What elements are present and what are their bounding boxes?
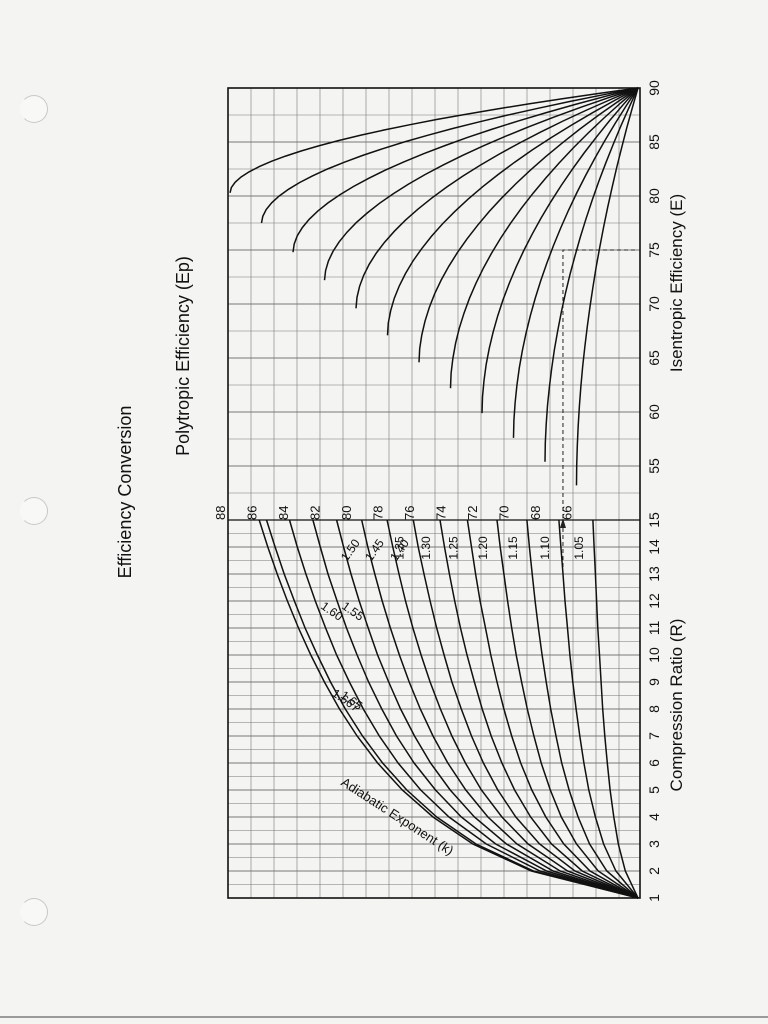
- polytropic-tick-label: 82: [308, 506, 323, 520]
- k-label-1.05: 1.05: [572, 536, 586, 560]
- k-curve-1.25: [466, 519, 639, 899]
- chart-title: Efficiency Conversion: [115, 406, 135, 579]
- polytropic-tick-label: 78: [371, 506, 386, 520]
- isentropic-tick-label: 70: [646, 296, 662, 312]
- polytropic-tick-label: 74: [434, 506, 449, 520]
- k-curve-1.05: [592, 519, 639, 899]
- polytropic-curve-70: [512, 87, 639, 438]
- polytropic-curve-82: [323, 87, 639, 281]
- compression-tick-label: 1: [646, 894, 662, 902]
- page-bottom-rule: [0, 1016, 768, 1018]
- polytropic-tick-label: 70: [497, 506, 512, 520]
- polytropic-curve-66: [575, 87, 639, 486]
- k-curve-1.35: [412, 519, 639, 899]
- polytropic-curve-84: [292, 87, 639, 253]
- compression-tick-label: 3: [646, 840, 662, 848]
- polytropic-curve-68: [544, 87, 639, 462]
- k-curve-1.50: [335, 519, 639, 899]
- xlabel-compression-ratio: Compression Ratio (R): [667, 619, 686, 792]
- isentropic-tick-label: 85: [646, 134, 662, 150]
- compression-tick-label: 11: [646, 621, 662, 636]
- isentropic-tick-label: 60: [646, 404, 662, 420]
- k-curve-1.40: [386, 519, 639, 899]
- compression-tick-label: 6: [646, 759, 662, 767]
- example-path: [559, 249, 638, 574]
- k-label-1.15: 1.15: [506, 536, 520, 560]
- compression-tick-label: 14: [646, 539, 662, 555]
- k-label-1.25: 1.25: [446, 536, 460, 560]
- polytropic-tick-label: 80: [339, 506, 354, 520]
- binder-hole-top: [20, 95, 48, 123]
- polytropic-curve-74: [449, 87, 639, 389]
- binder-hole-middle: [20, 497, 48, 525]
- chart-frame: [227, 87, 641, 899]
- compression-tick-label: 2: [646, 867, 662, 875]
- xlabel-isentropic: Isentropic Efficiency (E): [667, 194, 686, 372]
- k-curve-1.60: [288, 519, 639, 899]
- compression-tick-label: 8: [646, 705, 662, 713]
- binder-hole-bottom: [20, 898, 48, 926]
- k-curve-1.30: [439, 519, 639, 899]
- k-label-1.10: 1.10: [538, 536, 552, 560]
- isentropic-tick-label: 55: [646, 458, 662, 474]
- compression-tick-label: 13: [646, 566, 662, 582]
- isentropic-tick-label: 65: [646, 350, 662, 366]
- polytropic-tick-label: 86: [245, 506, 260, 520]
- isentropic-tick-label: 75: [646, 242, 662, 258]
- grid-lines: [228, 87, 640, 899]
- polytropic-curve-78: [386, 87, 639, 336]
- compression-tick-label: 15: [646, 512, 662, 528]
- example-arrow: [559, 518, 566, 528]
- compression-tick-label: 12: [646, 593, 662, 609]
- isentropic-tick-label: 90: [646, 80, 662, 96]
- k-curve-1.667: [258, 519, 639, 899]
- polytropic-curve-88: [229, 87, 639, 193]
- ylabel-polytropic: Polytropic Efficiency (Ep): [173, 256, 193, 456]
- polytropic-tick-label: 68: [528, 506, 543, 520]
- k-label-1.20: 1.20: [476, 536, 490, 560]
- polytropic-tick-label: 88: [213, 506, 228, 520]
- polytropic-curve-86: [260, 87, 639, 224]
- k-curve-1.20: [496, 519, 639, 899]
- k-curve-1.55: [312, 519, 639, 899]
- k-curve-1.65: [265, 519, 639, 899]
- tick-labels: 6668707274767880828486885560657075808590…: [213, 80, 662, 902]
- curve-labels: 1.051.101.151.201.251.301.351.401.451.50…: [318, 536, 586, 715]
- polytropic-tick-label: 84: [276, 506, 291, 520]
- polytropic-tick-label: 66: [560, 506, 575, 520]
- curve-lines: [229, 87, 639, 899]
- compression-tick-label: 5: [646, 786, 662, 794]
- k-label-1.30: 1.30: [419, 536, 433, 560]
- polytropic-curve-72: [481, 87, 639, 414]
- k-curve-1.45: [360, 519, 639, 899]
- adiabatic-exponent-label: Adiabatic Exponent (k): [339, 774, 457, 858]
- example-dashed-line: [562, 249, 638, 574]
- compression-tick-label: 10: [646, 647, 662, 663]
- compression-tick-label: 9: [646, 678, 662, 686]
- compression-tick-label: 4: [646, 813, 662, 821]
- polytropic-tick-label: 76: [402, 506, 417, 520]
- compression-tick-label: 7: [646, 732, 662, 740]
- isentropic-tick-label: 80: [646, 188, 662, 204]
- k-curve-1.15: [526, 519, 639, 899]
- polytropic-curve-76: [418, 87, 639, 363]
- polytropic-curve-80: [355, 87, 639, 309]
- k-label-1.35: 1.35: [392, 536, 406, 560]
- k-curve-1.10: [558, 519, 639, 899]
- polytropic-tick-label: 72: [465, 506, 480, 520]
